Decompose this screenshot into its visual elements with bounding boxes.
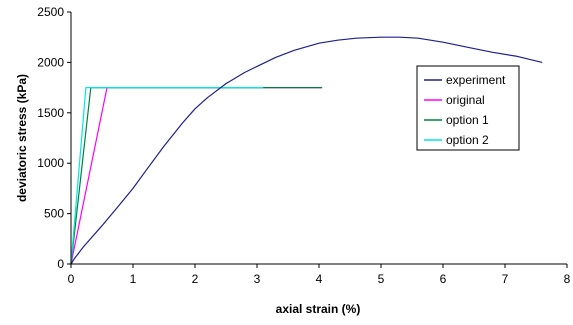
legend: experiment original option 1 option 2 xyxy=(416,65,520,151)
x-tick-label: 5 xyxy=(378,272,385,286)
y-axis-title: deviatoric stress (kPa) xyxy=(15,74,29,202)
y-tick-label: 0 xyxy=(57,257,64,271)
legend-label: experiment xyxy=(446,73,506,87)
x-tick-label: 0 xyxy=(68,272,75,286)
series-line-original xyxy=(70,86,323,265)
legend-label: option 1 xyxy=(446,113,489,127)
legend-label: option 2 xyxy=(446,133,489,147)
y-tick-label: 2500 xyxy=(37,5,64,19)
legend-label: original xyxy=(446,93,485,107)
x-tick-label: 4 xyxy=(316,272,323,286)
x-ticks: 0 1 2 3 4 5 6 7 8 xyxy=(68,264,571,286)
x-tick-label: 1 xyxy=(130,272,137,286)
y-tick-label: 2000 xyxy=(37,55,64,69)
x-tick-label: 7 xyxy=(502,272,509,286)
y-tick-label: 1000 xyxy=(37,156,64,170)
x-axis-title: axial strain (%) xyxy=(276,302,361,316)
series-layer xyxy=(70,36,543,265)
y-tick-label: 500 xyxy=(44,207,64,221)
x-tick-label: 3 xyxy=(254,272,261,286)
series-line-option-2 xyxy=(70,86,264,265)
x-tick-label: 6 xyxy=(440,272,447,286)
x-tick-label: 2 xyxy=(192,272,199,286)
series-line-experiment xyxy=(70,36,543,265)
y-tick-label: 1500 xyxy=(37,106,64,120)
series-line-option-1 xyxy=(70,86,323,265)
x-tick-label: 8 xyxy=(564,272,571,286)
y-ticks: 0 500 1000 1500 2000 2500 xyxy=(37,5,71,271)
